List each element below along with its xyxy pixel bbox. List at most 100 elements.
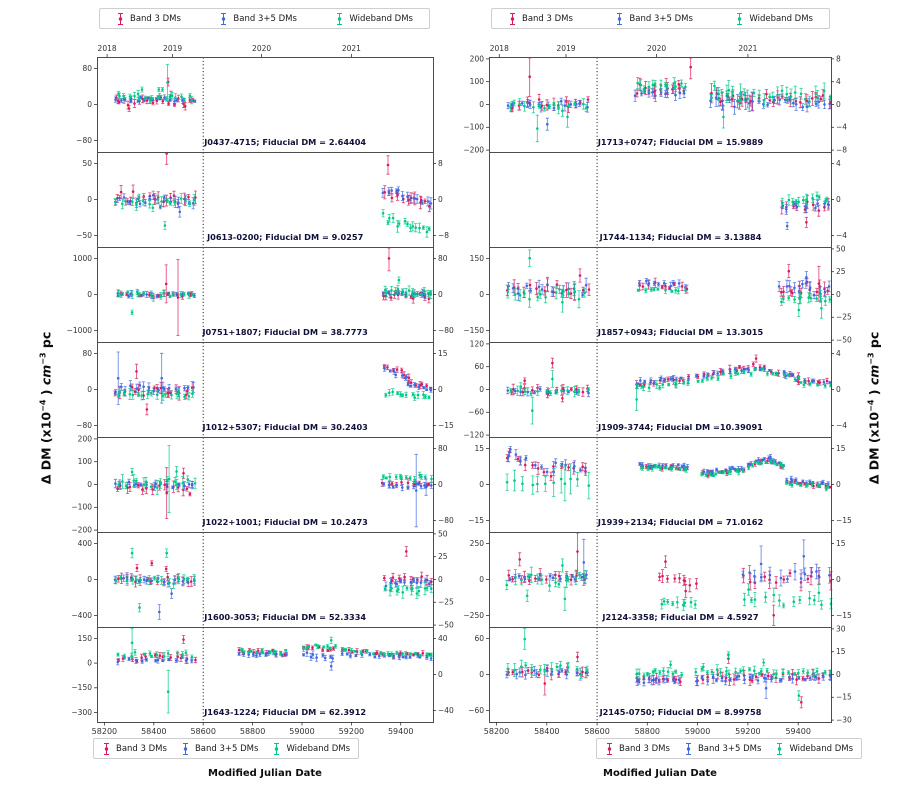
data-marker	[797, 200, 800, 204]
data-marker	[650, 288, 653, 291]
data-marker	[530, 668, 533, 671]
data-marker	[662, 281, 666, 285]
data-marker	[181, 653, 184, 656]
data-marker	[150, 561, 154, 565]
data-marker	[140, 88, 144, 91]
data-marker	[173, 480, 177, 483]
data-marker	[513, 389, 517, 393]
data-marker	[416, 292, 419, 296]
data-marker	[135, 387, 139, 390]
legend-item: Band 3+5 DMs	[615, 12, 693, 26]
data-marker	[141, 199, 145, 203]
data-marker	[176, 655, 179, 659]
data-marker	[557, 670, 561, 674]
data-marker	[395, 483, 399, 487]
data-marker	[760, 461, 763, 465]
ytick-label: 0	[836, 385, 841, 394]
data-marker	[666, 670, 670, 674]
data-marker	[793, 570, 797, 573]
data-marker	[519, 459, 522, 462]
panel-J2145-0750: 60 0 −60 30 15 0 −15 −30 J2145-0750; Fiducial DM…	[468, 624, 852, 736]
data-marker	[514, 575, 517, 579]
data-marker	[747, 466, 750, 469]
data-marker	[525, 284, 529, 288]
data-marker	[785, 224, 789, 228]
data-marker	[633, 94, 637, 97]
data-marker	[538, 293, 542, 296]
data-marker	[128, 485, 132, 489]
data-marker	[513, 479, 516, 482]
data-marker	[819, 295, 822, 298]
data-marker	[583, 575, 587, 578]
data-marker	[570, 387, 573, 391]
data-marker	[395, 582, 399, 586]
data-marker	[127, 480, 131, 484]
data-marker	[133, 390, 137, 393]
data-marker	[405, 375, 408, 379]
data-marker	[177, 483, 181, 486]
series-band35	[113, 453, 433, 528]
data-marker	[535, 287, 538, 290]
data-marker	[394, 373, 398, 377]
panel-title: J1600-3053; Fiducial DM = 52.3334	[203, 612, 366, 622]
data-marker	[658, 386, 661, 389]
ytick-label: −200	[71, 526, 92, 535]
data-marker	[716, 372, 719, 375]
data-marker	[684, 589, 687, 593]
data-marker	[643, 380, 646, 384]
data-marker	[684, 85, 687, 89]
data-marker	[323, 656, 327, 660]
data-marker	[811, 97, 814, 100]
data-marker	[642, 385, 645, 389]
data-marker	[153, 576, 156, 580]
data-marker	[163, 196, 166, 199]
data-marker	[814, 206, 817, 210]
data-marker	[639, 83, 643, 87]
data-marker	[508, 578, 512, 581]
data-marker	[647, 678, 651, 681]
data-marker	[675, 467, 678, 470]
data-marker	[382, 475, 385, 478]
data-marker	[677, 463, 680, 467]
data-marker	[423, 587, 427, 590]
data-marker	[817, 591, 821, 595]
data-marker	[816, 383, 819, 387]
data-marker	[828, 381, 832, 384]
data-marker	[822, 89, 826, 93]
data-marker	[183, 104, 187, 108]
data-marker	[559, 664, 562, 667]
data-marker	[736, 372, 739, 376]
data-marker	[138, 606, 141, 609]
data-marker	[797, 671, 800, 675]
data-marker	[715, 678, 718, 682]
data-marker	[524, 456, 528, 460]
ytick-label: −400	[71, 611, 92, 620]
ytick-label: −200	[463, 146, 484, 155]
data-marker	[400, 476, 403, 480]
xtick-label: 58400	[141, 727, 166, 736]
data-marker	[135, 203, 138, 207]
data-marker	[260, 649, 264, 652]
data-marker	[375, 651, 379, 654]
data-marker	[815, 570, 818, 573]
data-marker	[815, 676, 818, 679]
data-marker	[578, 102, 581, 105]
data-marker	[804, 97, 807, 101]
data-marker	[655, 383, 659, 386]
x-axis-label-right: Modified Julian Date	[603, 768, 717, 779]
data-marker	[748, 571, 751, 574]
data-marker	[134, 479, 138, 483]
panel-title: J0751+1807; Fiducial DM = 38.7773	[202, 327, 369, 337]
ytick-label: −15	[468, 516, 484, 525]
data-marker	[554, 461, 557, 465]
legend-label: Wideband DMs	[286, 743, 351, 754]
ytick-label: 0	[479, 480, 484, 489]
data-marker	[390, 579, 394, 582]
data-marker	[789, 95, 793, 98]
data-marker	[760, 673, 764, 677]
panel-J0751+1807: 1000 0 −1000 80 0 −80 J0751+1807; Fiducial DM …	[67, 247, 454, 343]
data-marker	[695, 374, 698, 378]
data-marker	[155, 386, 159, 390]
data-marker	[258, 653, 262, 656]
ytick-label: 400	[78, 539, 93, 548]
